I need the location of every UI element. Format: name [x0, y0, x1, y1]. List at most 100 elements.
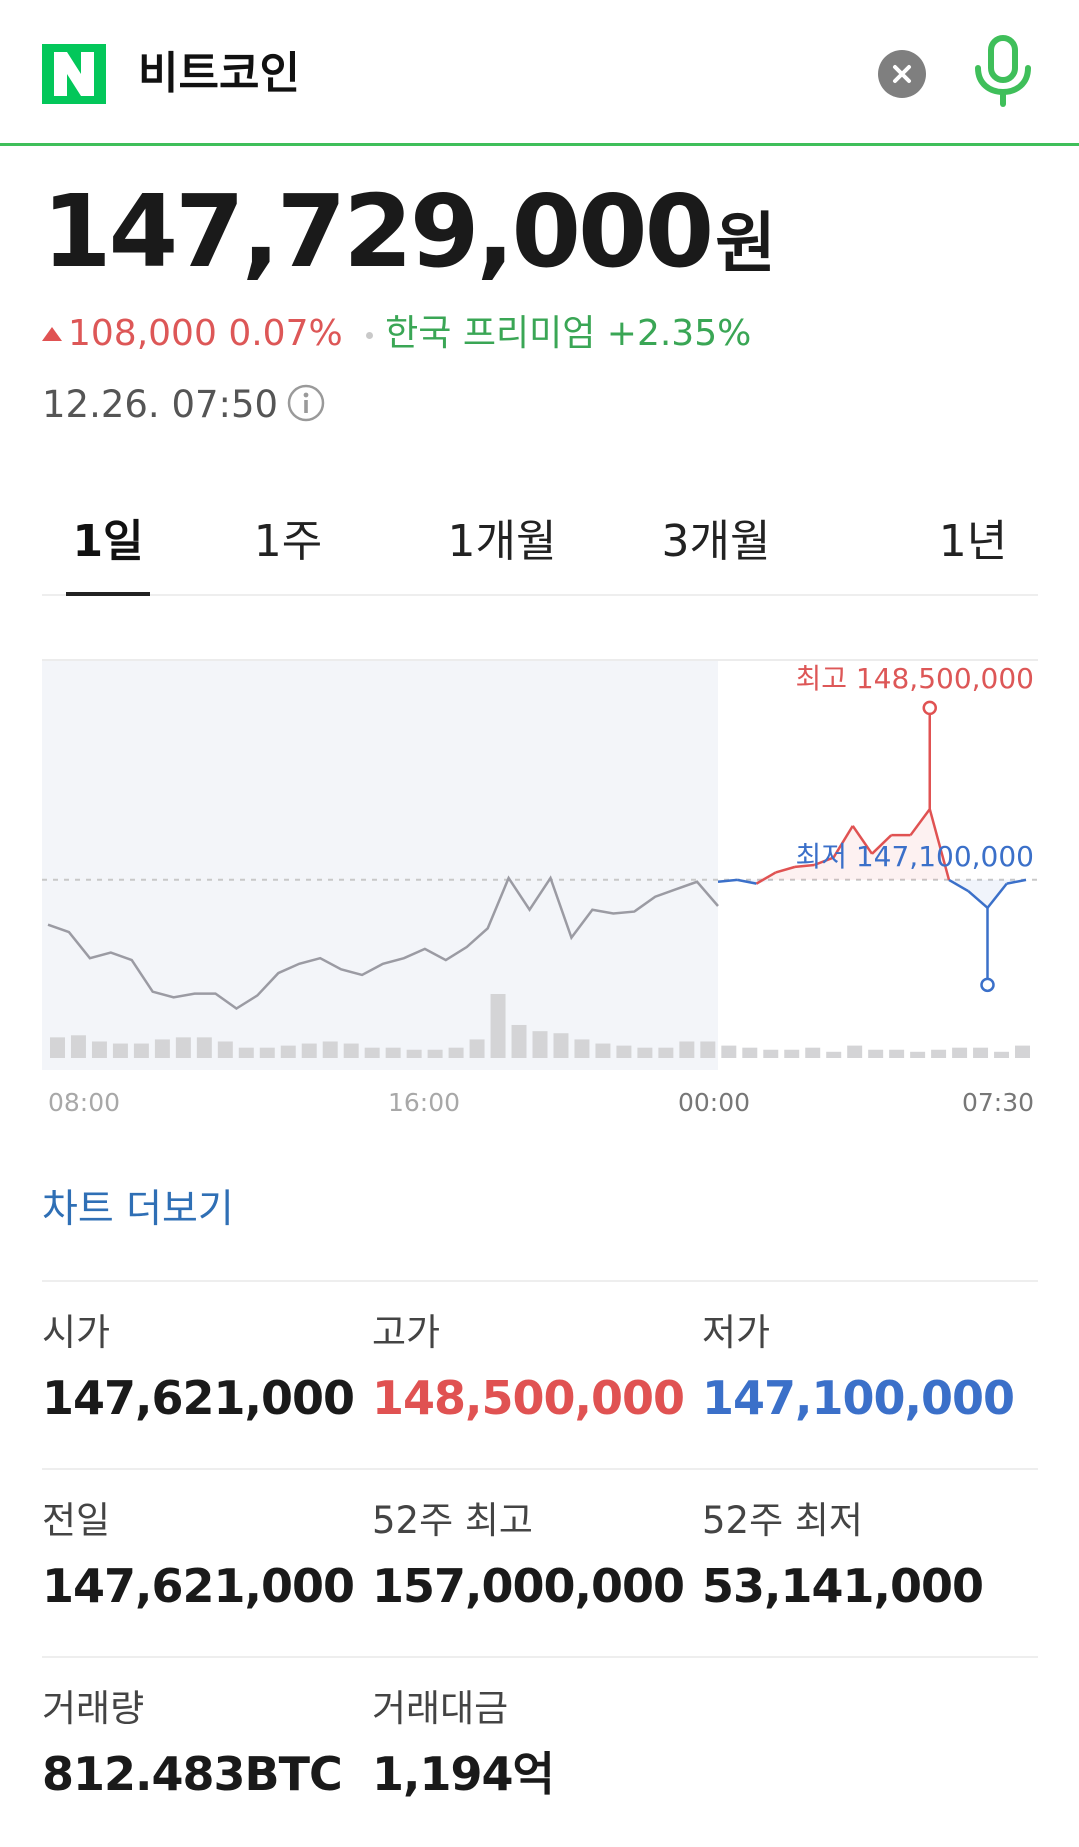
- stat-value: 147,621,000: [42, 1371, 355, 1425]
- tab-1day[interactable]: 1일: [72, 516, 144, 567]
- clear-search-button[interactable]: [878, 50, 926, 98]
- volume-bar: [595, 1043, 611, 1058]
- x-tick-label: 08:00: [48, 1088, 120, 1117]
- period-tabs: 1일 1주 1개월 3개월 1년: [42, 492, 1038, 596]
- today-line-segment: [1006, 878, 1027, 885]
- more-chart-link[interactable]: 차트 더보기: [42, 1187, 234, 1232]
- naver-logo-icon[interactable]: [42, 44, 106, 104]
- stat-low: 저가 147,100,000: [702, 1308, 1032, 1430]
- stat-label: 거래량: [42, 1687, 145, 1730]
- price-chart-svg: 최고 148,500,000 최저 147,100,000 08:00 16:0…: [42, 659, 1038, 1117]
- price-chart[interactable]: 최고 148,500,000 최저 147,100,000 08:00 16:0…: [42, 640, 1038, 1120]
- volume-bar: [658, 1047, 674, 1058]
- tab-1week[interactable]: 1주: [253, 516, 323, 567]
- info-icon[interactable]: [286, 383, 326, 423]
- volume-bar: [784, 1049, 800, 1058]
- stat-value: 157,000,000: [372, 1559, 685, 1613]
- stat-label: 52주 최저: [702, 1499, 863, 1542]
- volume-bar: [721, 1045, 737, 1058]
- volume-bar: [385, 1047, 401, 1058]
- stat-value: 1,194억: [372, 1747, 555, 1801]
- volume-bar: [280, 1045, 296, 1058]
- today-line-segment: [871, 834, 893, 855]
- stat-label: 거래대금: [372, 1687, 509, 1730]
- stat-high: 고가 148,500,000: [372, 1308, 702, 1430]
- volume-bar: [553, 1033, 569, 1058]
- volume-bar: [343, 1043, 359, 1058]
- volume-bar: [490, 994, 506, 1058]
- stat-52w-high: 52주 최고 157,000,000: [372, 1496, 702, 1618]
- low-annotation: 최저 147,100,000: [795, 840, 1034, 873]
- volume-bar: [259, 1047, 275, 1058]
- volume-bar: [889, 1049, 905, 1058]
- stat-trade-amount: 거래대금 1,194억: [372, 1684, 702, 1806]
- volume-bar: [133, 1043, 149, 1058]
- quote-timestamp: 12.26. 07:50: [42, 380, 326, 430]
- stat-52w-low: 52주 최저 53,141,000: [702, 1496, 1032, 1618]
- volume-bar: [532, 1031, 548, 1058]
- korea-premium-value: +2.35%: [606, 313, 752, 354]
- volume-bar: [364, 1047, 380, 1058]
- stat-value: 812.483BTC: [42, 1747, 343, 1801]
- extreme-markers: [922, 700, 995, 993]
- search-header: 비트코인: [0, 0, 1079, 146]
- change-amount: 108,000: [68, 313, 217, 354]
- high-annotation: 최고 148,500,000: [795, 662, 1034, 695]
- stat-open: 시가 147,621,000: [42, 1308, 372, 1430]
- today-line-segment: [775, 865, 796, 874]
- x-tick-label: 07:30: [962, 1088, 1034, 1117]
- volume-bar: [70, 1035, 86, 1058]
- volume-bar: [616, 1045, 632, 1058]
- close-icon: [893, 65, 911, 83]
- stat-value: 147,100,000: [702, 1371, 1015, 1425]
- tab-3months[interactable]: 3개월: [661, 516, 771, 567]
- x-tick-label: 16:00: [388, 1088, 460, 1117]
- price-change-line: 108,000 0.07% 한국 프리미엄 +2.35%: [42, 310, 751, 358]
- stats-row: 전일 147,621,000 52주 최고 157,000,000 52주 최저…: [42, 1468, 1038, 1656]
- volume-bar: [91, 1041, 107, 1058]
- search-query[interactable]: 비트코인: [138, 48, 300, 99]
- today-line-segment: [755, 871, 777, 885]
- today-line-segment: [832, 825, 854, 859]
- volume-bar: [847, 1045, 863, 1058]
- tab-1year[interactable]: 1년: [938, 516, 1008, 567]
- today-line-segment: [986, 882, 1008, 909]
- volume-bar: [742, 1047, 758, 1058]
- price-value: 147,729,000: [42, 173, 714, 290]
- today-line-segment: [717, 878, 738, 884]
- volume-bar: [826, 1051, 842, 1058]
- volume-bar: [910, 1051, 926, 1058]
- price-lines: [47, 808, 1027, 1011]
- volume-bars: [50, 994, 1030, 1058]
- volume-bar: [973, 1047, 989, 1058]
- volume-bar: [50, 1037, 65, 1058]
- volume-bar: [322, 1041, 338, 1058]
- today-line-segment: [909, 808, 931, 836]
- stats-row: 거래량 812.483BTC 거래대금 1,194억: [42, 1656, 1038, 1844]
- volume-bar: [868, 1049, 884, 1058]
- volume-bar: [511, 1024, 527, 1058]
- stat-value: 147,621,000: [42, 1559, 355, 1613]
- microphone-icon[interactable]: [970, 34, 1036, 110]
- up-triangle-icon: [42, 327, 62, 341]
- stat-value: 53,141,000: [702, 1559, 984, 1613]
- volume-bar: [217, 1041, 233, 1058]
- volume-bar: [931, 1049, 947, 1058]
- volume-bar: [469, 1039, 485, 1058]
- current-price: 147,729,000원: [42, 172, 776, 292]
- tab-1month[interactable]: 1개월: [447, 516, 557, 567]
- volume-bar: [238, 1047, 254, 1058]
- previous-day-line: [47, 875, 719, 1011]
- today-line-segment: [948, 878, 969, 893]
- price-unit: 원: [715, 205, 776, 282]
- volume-bar: [175, 1037, 191, 1058]
- volume-bar: [763, 1049, 779, 1058]
- korea-premium-label: 한국 프리미엄: [385, 313, 596, 354]
- high-marker: [922, 700, 937, 716]
- today-line-segment: [967, 890, 989, 909]
- volume-bar: [301, 1043, 317, 1058]
- stats-row: 시가 147,621,000 고가 148,500,000 저가 147,100…: [42, 1280, 1038, 1468]
- today-line-segment: [928, 808, 951, 881]
- active-tab-indicator: [66, 592, 150, 596]
- stat-label: 저가: [702, 1311, 771, 1354]
